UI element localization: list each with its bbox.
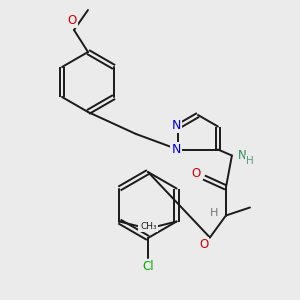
Text: CH₃: CH₃ xyxy=(139,222,156,231)
Text: N: N xyxy=(171,119,181,132)
Text: N: N xyxy=(171,143,181,156)
Text: O: O xyxy=(199,238,208,251)
Text: CH₃: CH₃ xyxy=(140,222,157,231)
Text: Cl: Cl xyxy=(142,260,154,274)
Text: O: O xyxy=(68,14,76,28)
Text: H: H xyxy=(246,155,254,166)
Text: N: N xyxy=(238,149,246,162)
Text: O: O xyxy=(191,167,200,180)
Text: H: H xyxy=(210,208,218,218)
